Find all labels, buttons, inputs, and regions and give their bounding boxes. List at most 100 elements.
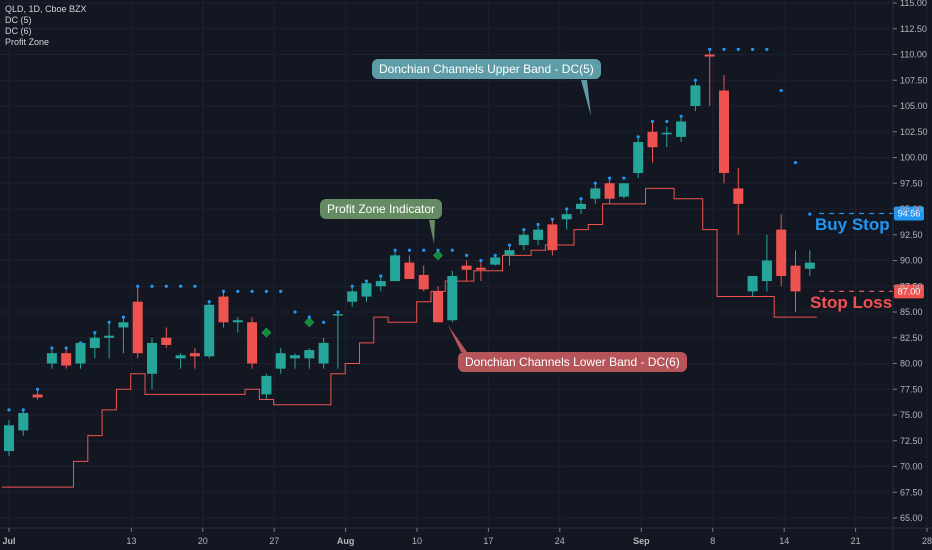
candle-body <box>347 291 357 301</box>
upper-band-dot <box>394 249 397 252</box>
indicator-dc6[interactable]: DC (6) <box>5 26 87 37</box>
upper-band-dot <box>122 316 125 319</box>
x-tick-label: 27 <box>269 536 279 546</box>
candle-body <box>233 320 243 322</box>
upper-band-dot <box>579 197 582 200</box>
upper-band-dot <box>150 285 153 288</box>
upper-band-dot <box>608 177 611 180</box>
y-tick-label: 115.00 <box>900 0 927 8</box>
candle-body <box>690 85 700 106</box>
candle-body <box>376 281 386 286</box>
x-tick-label: 21 <box>851 536 861 546</box>
candle-body <box>390 255 400 281</box>
candle-body <box>261 376 271 395</box>
upper-band-dot <box>508 243 511 246</box>
upper-band-dot <box>594 182 597 185</box>
candle-body <box>76 343 86 364</box>
candle-body <box>362 283 372 296</box>
candle-body <box>733 188 743 203</box>
y-tick-label: 90.00 <box>900 256 923 266</box>
candle-body <box>476 268 486 270</box>
legend-panel: QLD, 1D, Cboe BZX DC (5) DC (6) Profit Z… <box>5 4 87 48</box>
upper-band-dot <box>408 249 411 252</box>
candle-body <box>147 343 157 374</box>
candle-body <box>762 261 772 282</box>
upper-band-dot <box>765 48 768 51</box>
x-tick-label: 20 <box>198 536 208 546</box>
candle-body <box>118 322 128 327</box>
candle-body <box>490 257 500 264</box>
candle-body <box>290 355 300 358</box>
upper-band-dot <box>494 254 497 257</box>
candle-body <box>104 336 114 338</box>
upper-band-dot <box>351 285 354 288</box>
y-tick-label: 107.50 <box>900 75 928 85</box>
buy-stop-label: Buy Stop <box>815 215 890 235</box>
profit-zone-callout: Profit Zone Indicator <box>320 199 442 219</box>
candle-body <box>562 214 572 219</box>
candle-body <box>705 55 715 57</box>
upper-band-dot <box>794 161 797 164</box>
upper-band-dot <box>808 213 811 216</box>
upper-band-dot <box>622 177 625 180</box>
candle-body <box>419 275 429 289</box>
candle-body <box>47 353 57 363</box>
y-tick-label: 65.00 <box>900 513 923 523</box>
upper-band-dot <box>708 48 711 51</box>
candle-body <box>447 276 457 320</box>
candle-body <box>333 314 343 316</box>
upper-band-dot <box>193 285 196 288</box>
x-tick-label: Sep <box>633 536 650 546</box>
upper-band-dot <box>465 254 468 257</box>
candle-body <box>791 266 801 292</box>
indicator-profit-zone[interactable]: Profit Zone <box>5 37 87 48</box>
y-tick-label: 77.50 <box>900 384 923 394</box>
candle-body <box>404 263 414 279</box>
candle-body <box>590 188 600 198</box>
y-tick-label: 72.50 <box>900 436 923 446</box>
upper-band-dot <box>379 274 382 277</box>
upper-band-dot <box>108 321 111 324</box>
candle-body <box>505 250 515 255</box>
upper-band-dot <box>751 48 754 51</box>
y-tick-label: 80.00 <box>900 359 923 369</box>
x-tick-label: 14 <box>779 536 789 546</box>
candlestick-chart[interactable]: 94.5687.00 115.00112.50110.00107.50105.0… <box>0 0 932 550</box>
candle-body <box>176 355 186 358</box>
upper-band-dot <box>22 408 25 411</box>
candle-body <box>319 343 329 364</box>
candle-body <box>133 302 143 354</box>
x-tick-label: 28 <box>922 536 932 546</box>
candle-body <box>462 266 472 270</box>
upper-band-dot <box>293 310 296 313</box>
y-tick-label: 87.50 <box>900 281 923 291</box>
upper-band-dot <box>737 48 740 51</box>
y-tick-label: 105.00 <box>900 101 928 111</box>
stop-loss-label: Stop Loss <box>810 293 892 313</box>
upper-band-dot <box>265 290 268 293</box>
upper-band-dot <box>336 310 339 313</box>
upper-band-dot <box>694 79 697 82</box>
y-tick-label: 92.50 <box>900 230 923 240</box>
candle-body <box>18 413 28 431</box>
x-tick-label: 8 <box>710 536 715 546</box>
candle-body <box>748 276 758 291</box>
y-tick-label: 100.00 <box>900 153 928 163</box>
y-tick-label: 110.00 <box>900 50 927 60</box>
candle-body <box>304 350 314 358</box>
upper-band-dot <box>79 341 82 344</box>
symbol-title: QLD, 1D, Cboe BZX <box>5 4 87 15</box>
upper-band-dot <box>50 346 53 349</box>
upper-band-dot <box>236 290 239 293</box>
y-tick-label: 102.50 <box>900 127 928 137</box>
upper-band-dot <box>665 120 668 123</box>
candle-body <box>805 263 815 269</box>
y-tick-label: 97.50 <box>900 178 923 188</box>
upper-band-dot <box>680 115 683 118</box>
candle-body <box>662 133 672 135</box>
y-tick-label: 85.00 <box>900 307 923 317</box>
indicator-dc5[interactable]: DC (5) <box>5 15 87 26</box>
y-tick-label: 112.50 <box>900 24 927 34</box>
candle-body <box>247 322 257 363</box>
upper-band-callout: Donchian Channels Upper Band - DC(5) <box>372 59 601 79</box>
